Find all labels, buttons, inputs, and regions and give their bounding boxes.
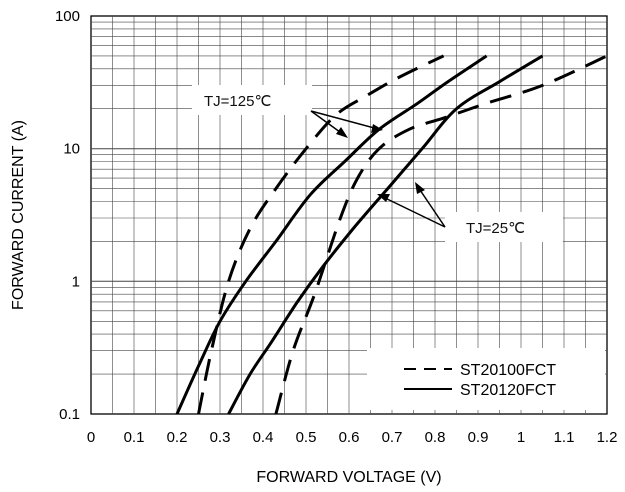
x-tick-label: 1	[517, 429, 525, 446]
annotation-125-arrow-2	[310, 110, 379, 130]
x-tick-label: 1.2	[597, 429, 618, 446]
legend-box	[367, 348, 605, 410]
series-line-3	[227, 54, 544, 415]
series-line-2	[274, 54, 608, 415]
x-tick-label: 0.3	[210, 429, 231, 446]
annotation-125-arrowhead-2	[371, 124, 383, 133]
x-tick-label: 0.6	[339, 429, 360, 446]
legend-label-st20100fct: ST20100FCT	[460, 362, 556, 379]
annotation-25-arrow-1	[382, 196, 446, 228]
y-tick-label: 0.1	[59, 406, 80, 423]
annotation-25-box	[445, 212, 563, 242]
annotation-125-arrowhead-1	[336, 127, 348, 138]
y-axis-label: FORWARD CURRENT (A)	[10, 120, 27, 310]
grid	[91, 16, 607, 414]
series-layer	[175, 54, 608, 415]
annotation-25-arrowhead-2	[415, 182, 425, 194]
y-tick-label: 1	[72, 273, 80, 290]
x-tick-label: 0.5	[296, 429, 317, 446]
annotation-125-text: TJ=125℃	[204, 93, 271, 110]
y-tick-label: 10	[63, 141, 80, 158]
y-tick-label: 100	[55, 8, 80, 25]
series-line-0	[197, 54, 445, 415]
annotation-25-arrow-2	[417, 186, 446, 228]
tick-labels: 0 0.1 0.2 0.3 0.4 0.5 0.6 0.7 0.8 0.9 1 1.1 1.2 0.1 1 1…	[55, 8, 617, 446]
annotation-25: TJ=25℃	[377, 182, 563, 242]
series-line-1	[175, 54, 488, 415]
x-tick-label: 0.9	[468, 429, 489, 446]
x-tick-label: 0.8	[425, 429, 446, 446]
annotation-125: TJ=125℃	[192, 85, 383, 138]
annotation-125-box	[192, 85, 312, 115]
x-tick-label: 0.2	[167, 429, 188, 446]
x-tick-label: 1.1	[554, 429, 575, 446]
annotation-25-arrowhead-1	[377, 194, 390, 202]
x-tick-label: 0.1	[124, 429, 145, 446]
x-tick-label: 0	[87, 429, 95, 446]
x-axis-label: FORWARD VOLTAGE (V)	[256, 469, 441, 486]
x-tick-label: 0.4	[253, 429, 274, 446]
x-tick-label: 0.7	[382, 429, 403, 446]
legend: ST20100FCT ST20120FCT	[367, 348, 605, 410]
annotation-25-text: TJ=25℃	[466, 220, 525, 237]
legend-label-st20120fct: ST20120FCT	[460, 382, 556, 399]
